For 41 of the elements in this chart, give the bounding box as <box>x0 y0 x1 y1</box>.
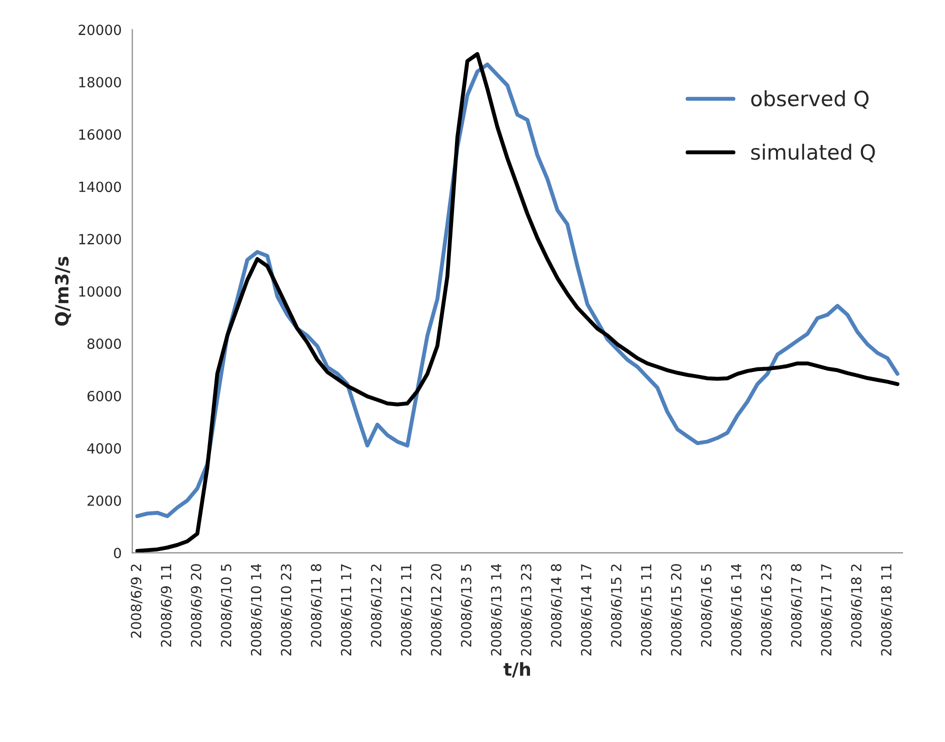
x-tick-label: 2008/6/16 5 <box>700 564 713 647</box>
x-tick-label: 2008/6/17 8 <box>790 564 803 647</box>
y-tick-label: 10000 <box>79 286 121 297</box>
x-tick-label: 2008/6/12 2 <box>370 564 382 647</box>
x-tick-label: 2008/6/15 11 <box>640 564 653 656</box>
x-tick-label: 2008/6/18 11 <box>880 564 893 656</box>
y-tick-label: 12000 <box>79 234 121 244</box>
y-tick-label: 8000 <box>87 338 121 350</box>
x-tick-label: 2008/6/14 8 <box>550 564 563 647</box>
x-tick-label: 2008/6/9 11 <box>160 564 172 647</box>
x-tick-label: 2008/6/10 23 <box>280 564 292 656</box>
x-tick-label: 2008/6/10 14 <box>250 564 262 656</box>
x-tick-label: 2008/6/13 23 <box>520 564 533 656</box>
x-axis-title: t/h <box>504 662 530 678</box>
y-axis-title: Q/m3/s <box>54 256 72 326</box>
x-tick-label: 2008/6/11 8 <box>310 564 322 647</box>
y-tick-label: 16000 <box>79 129 121 140</box>
y-tick-label: 14000 <box>79 182 121 192</box>
x-tick-label: 2008/6/15 2 <box>610 564 623 647</box>
y-tick-label: 18000 <box>79 76 121 88</box>
x-tick-label: 2008/6/17 17 <box>820 564 833 656</box>
x-tick-label: 2008/6/14 17 <box>580 564 593 656</box>
y-tick-label: 6000 <box>88 390 121 402</box>
x-tick-label: 2008/6/10 5 <box>220 564 232 647</box>
y-tick-label: 4000 <box>87 443 121 454</box>
legend-label: observed Q <box>751 90 869 109</box>
x-tick-label: 2008/6/9 2 <box>130 564 142 638</box>
y-tick-label: 2000 <box>88 495 121 506</box>
y-tick-label: 20000 <box>78 24 121 36</box>
x-tick-label: 2008/6/9 20 <box>190 564 202 647</box>
y-tick-label: 0 <box>114 548 121 558</box>
x-tick-label: 2008/6/18 2 <box>850 564 863 647</box>
x-tick-label: 2008/6/11 17 <box>340 564 352 656</box>
x-tick-label: 2008/6/16 23 <box>760 564 773 656</box>
legend-label: simulated Q <box>751 144 875 162</box>
x-tick-label: 2008/6/12 20 <box>430 564 442 656</box>
x-tick-label: 2008/6/16 14 <box>730 564 743 656</box>
x-tick-label: 2008/6/15 20 <box>670 564 683 656</box>
x-tick-label: 2008/6/13 14 <box>490 564 503 656</box>
x-tick-label: 2008/6/13 5 <box>460 564 472 647</box>
x-tick-label: 2008/6/12 11 <box>400 564 412 656</box>
